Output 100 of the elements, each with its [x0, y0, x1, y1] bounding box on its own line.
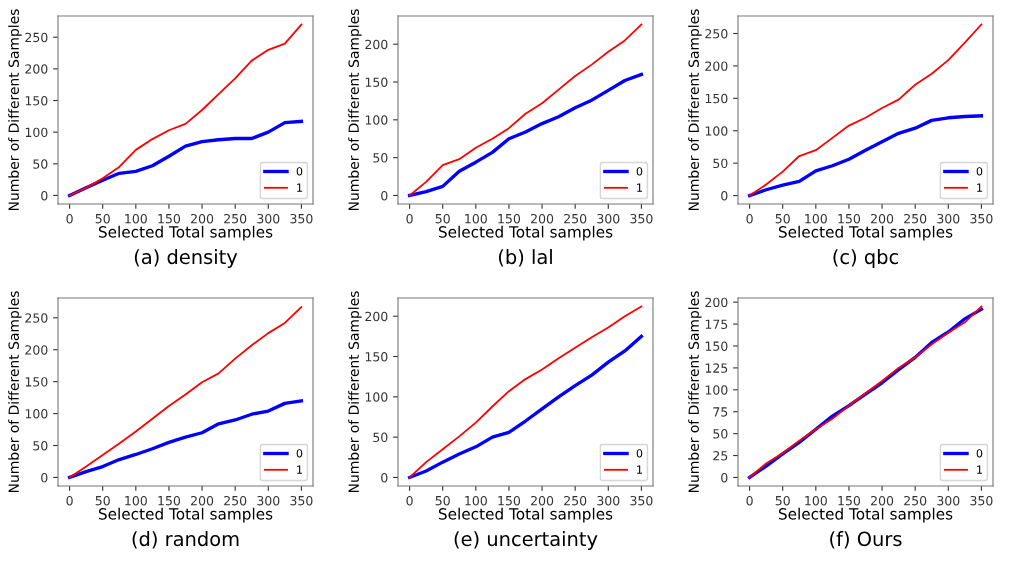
x-tick-label: 100	[125, 495, 147, 506]
x-tick-label: 50	[95, 213, 110, 224]
x-tick-label: 350	[970, 213, 993, 224]
x-tick-label: 150	[158, 495, 181, 506]
x-tick-label: 150	[498, 213, 521, 224]
y-tick-label: 250	[705, 28, 728, 39]
legend-label: 1	[977, 465, 982, 474]
legend-label: 0	[976, 449, 983, 458]
x-tick-label: 150	[498, 495, 521, 506]
y-tick-label: 150	[705, 93, 728, 104]
line-series	[408, 305, 643, 479]
legend-label: 0	[636, 449, 643, 458]
y-tick-label: 0	[381, 190, 388, 201]
y-tick-label: 175	[705, 319, 728, 329]
x-tick-label: 200	[191, 213, 214, 224]
x-tick-label: 250	[904, 213, 927, 224]
y-tick-label: 100	[365, 392, 388, 402]
legend-label: 1	[297, 465, 302, 474]
y-tick-label: 50	[373, 153, 388, 163]
line-series	[408, 23, 643, 197]
x-axis-title: Selected Total samples	[438, 507, 613, 523]
x-tick-label: 0	[66, 213, 73, 224]
x-tick-label: 50	[775, 213, 790, 224]
x-tick-label: 250	[224, 213, 247, 224]
line-series	[68, 306, 303, 479]
legend-label: 1	[637, 183, 642, 192]
y-tick-label: 150	[705, 341, 728, 351]
x-axis-title: Selected Total samples	[778, 225, 953, 241]
y-tick-label: 0	[41, 472, 48, 483]
y-tick-label: 50	[713, 158, 728, 169]
legend-label: 1	[977, 183, 982, 192]
y-tick-label: 200	[25, 345, 48, 355]
x-tick-label: 350	[290, 495, 313, 506]
x-axis-title: Selected Total samples	[778, 507, 953, 523]
x-tick-label: 50	[435, 213, 450, 224]
y-tick-label: 50	[33, 440, 48, 451]
legend-label: 0	[636, 167, 643, 176]
legend-label: 0	[296, 167, 303, 176]
text: (e) uncertainty	[454, 531, 598, 550]
legend-label: 1	[297, 183, 302, 192]
x-tick-label: 300	[597, 213, 620, 224]
text: (f) Ours	[830, 531, 902, 549]
x-tick-label: 250	[224, 495, 247, 506]
x-tick-label: 150	[838, 213, 861, 224]
y-tick-label: 100	[705, 385, 728, 395]
y-axis-title: Number of Different Samples	[688, 291, 702, 493]
line-series	[67, 399, 304, 480]
line-series	[407, 334, 644, 480]
y-tick-label: 25	[713, 451, 728, 461]
x-tick-label: 200	[871, 213, 894, 224]
x-axis-title: Selected Total samples	[98, 225, 273, 241]
text: (d) random	[132, 531, 239, 549]
line-series	[747, 114, 984, 198]
y-tick-label: 100	[705, 126, 728, 136]
x-tick-label: 0	[406, 213, 413, 224]
y-tick-label: 150	[365, 352, 388, 362]
line-series	[748, 23, 983, 197]
x-tick-label: 350	[630, 495, 653, 506]
x-tick-label: 200	[531, 213, 554, 224]
x-tick-label: 350	[970, 495, 993, 506]
y-tick-label: 200	[365, 311, 388, 322]
x-tick-label: 100	[465, 495, 487, 506]
y-tick-label: 50	[33, 159, 48, 169]
x-tick-label: 250	[564, 213, 587, 224]
y-tick-label: 150	[25, 377, 48, 387]
y-tick-label: 125	[705, 363, 728, 373]
text: (c) qbc	[833, 249, 898, 268]
x-tick-label: 200	[871, 495, 894, 506]
x-tick-label: 50	[775, 495, 790, 506]
y-axis-title: Number of Different Samples	[8, 291, 22, 493]
y-tick-label: 100	[25, 409, 48, 419]
x-tick-label: 150	[838, 495, 861, 506]
x-tick-label: 300	[937, 495, 960, 506]
x-tick-label: 300	[937, 213, 960, 224]
x-tick-label: 350	[290, 213, 313, 224]
y-tick-label: 50	[373, 432, 388, 443]
y-tick-label: 200	[25, 64, 48, 74]
y-tick-label: 150	[25, 95, 48, 106]
x-tick-label: 100	[805, 495, 827, 506]
text: (b) lal	[498, 249, 552, 267]
line-series	[68, 23, 303, 197]
x-tick-label: 0	[746, 495, 753, 506]
x-tick-label: 150	[158, 213, 181, 224]
y-tick-label: 75	[713, 407, 728, 417]
y-axis-title: Number of Different Samples	[8, 9, 22, 211]
x-tick-label: 200	[191, 495, 214, 506]
x-tick-label: 300	[257, 213, 280, 224]
legend-label: 1	[637, 465, 642, 474]
y-tick-label: 100	[365, 115, 388, 125]
y-tick-label: 200	[365, 39, 388, 50]
y-axis-title: Number of Different Samples	[348, 9, 362, 211]
x-axis-title: Selected Total samples	[98, 507, 273, 523]
y-tick-label: 150	[365, 77, 388, 87]
x-tick-label: 0	[746, 213, 753, 224]
x-tick-label: 100	[125, 213, 147, 224]
x-tick-label: 350	[630, 213, 653, 224]
x-tick-label: 100	[805, 213, 827, 224]
y-tick-label: 100	[25, 127, 48, 138]
y-tick-label: 250	[25, 32, 48, 43]
x-tick-label: 200	[531, 495, 554, 506]
